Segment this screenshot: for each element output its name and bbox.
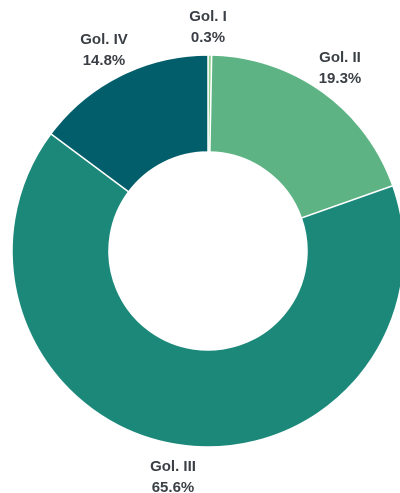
slice-value-label: 0.3% <box>191 29 225 46</box>
slice-name-label: Gol. III <box>150 458 196 475</box>
slice-value-label: 65.6% <box>152 479 195 493</box>
slice-gol-iv <box>49 54 209 193</box>
slice-gol-iii <box>11 132 400 448</box>
slice-gol-ii <box>209 54 394 220</box>
donut-slices <box>11 54 400 448</box>
slice-name-label: Gol. IV <box>80 31 128 48</box>
slice-name-label: Gol. I <box>189 8 227 25</box>
slice-value-label: 14.8% <box>83 52 126 69</box>
slice-name-label: Gol. II <box>319 49 361 66</box>
donut-labels: Gol. I 0.3% Gol. II 19.3% Gol. III 65.6% Gol. … <box>80 8 361 493</box>
slice-value-label: 19.3% <box>319 70 362 87</box>
